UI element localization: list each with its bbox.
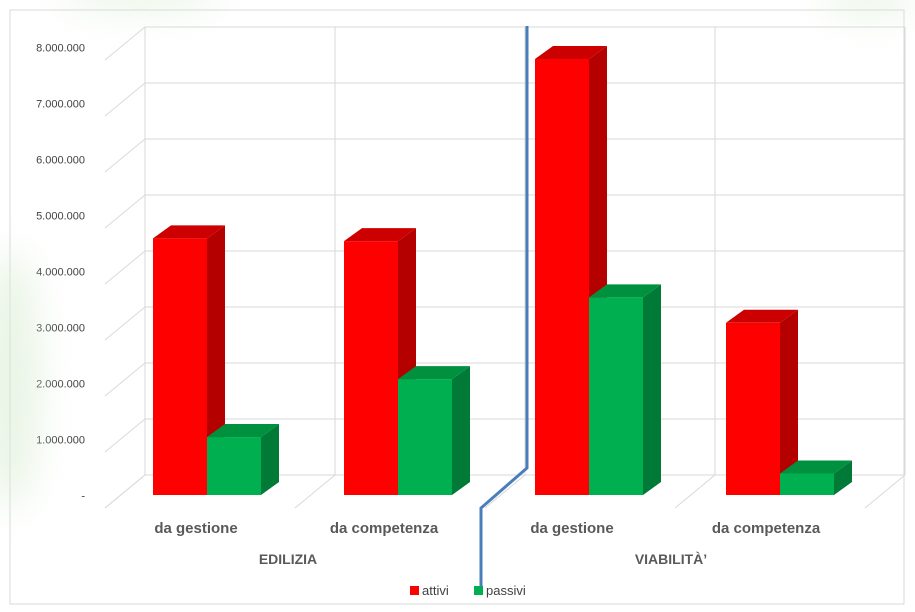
bar-top-attivi	[344, 228, 416, 242]
gridline-diagonal	[104, 306, 146, 341]
bar-front-attivi	[535, 59, 589, 495]
legend-swatch-attivi	[410, 586, 419, 595]
bar-front-attivi	[344, 241, 398, 495]
bar-passivi	[398, 366, 470, 495]
bar-side-passivi	[452, 366, 470, 495]
legend: attivi passivi	[410, 583, 526, 598]
bar-top-attivi	[535, 46, 607, 59]
bar-passivi	[780, 460, 852, 495]
background-glow-top-right	[820, 0, 915, 15]
y-tick-label: 1.000.000	[36, 434, 85, 446]
legend-label-passivi: passivi	[486, 583, 526, 598]
gridline-diagonal	[104, 26, 146, 61]
bar-side-passivi	[834, 460, 852, 495]
x-category-label: da gestione	[154, 520, 237, 537]
bar-top-attivi	[726, 309, 798, 323]
gridline-floor	[484, 474, 526, 509]
gridline-diagonal	[104, 418, 146, 453]
legend-swatch-passivi	[474, 586, 483, 595]
y-tick-label: 7.000.000	[36, 98, 85, 110]
bar-attivi	[726, 309, 798, 495]
gridline-floor	[104, 474, 146, 509]
bar-attivi	[153, 225, 225, 495]
background-glow-top-left	[60, 0, 220, 10]
gridline-diagonal	[104, 362, 146, 397]
bar-front-passivi	[207, 437, 261, 495]
bar-front-passivi	[589, 297, 643, 495]
group-divider-line	[479, 26, 529, 587]
bar-front-attivi	[726, 322, 780, 495]
legend-label-attivi: attivi	[422, 583, 449, 598]
gridline-floor	[674, 474, 716, 509]
bar-front-passivi	[398, 379, 452, 495]
y-tick-label: 2.000.000	[36, 378, 85, 390]
x-category-label: da competenza	[712, 520, 821, 537]
x-group-label: VIABILITÀ’	[635, 551, 707, 567]
bar-side-passivi	[261, 424, 279, 495]
bar-top-passivi	[589, 284, 661, 298]
bar-passivi	[589, 284, 661, 495]
bar-side-attivi	[780, 309, 798, 495]
bar-top-passivi	[398, 366, 470, 380]
y-tick-label: 6.000.000	[36, 154, 85, 166]
x-group-label: EDILIZIA	[259, 551, 317, 567]
x-category-label: da gestione	[530, 520, 613, 537]
bar-side-passivi	[643, 284, 661, 495]
bar-top-attivi	[153, 225, 225, 239]
y-tick-label: 4.000.000	[36, 266, 85, 278]
y-tick-label: -	[81, 490, 85, 502]
bar-passivi	[207, 424, 279, 495]
x-category-label: da competenza	[330, 520, 439, 537]
group-divider	[479, 26, 529, 587]
gridline-diagonal	[104, 138, 146, 173]
y-tick-label: 3.000.000	[36, 322, 85, 334]
gridline-floor	[294, 474, 336, 509]
gridline-diagonal	[104, 250, 146, 285]
bar-front-passivi	[780, 473, 834, 495]
x-axis-category-labels: da gestione da competenza da gestione da co…	[154, 520, 821, 537]
gridline-diagonal	[104, 82, 146, 117]
bar-front-attivi	[153, 238, 207, 495]
gridline-diagonal	[104, 194, 146, 229]
y-axis-tick-labels: - 1.000.000 2.000.000 3.000.000 4.000.000 5.0…	[36, 42, 85, 502]
gridline-floor	[864, 474, 906, 509]
bar-top-passivi	[207, 424, 279, 438]
bar-top-passivi	[780, 460, 852, 474]
y-tick-label: 5.000.000	[36, 210, 85, 222]
y-tick-label: 8.000.000	[36, 42, 85, 54]
bars	[153, 46, 852, 495]
x-axis-group-labels: EDILIZIA VIABILITÀ’	[259, 551, 707, 567]
